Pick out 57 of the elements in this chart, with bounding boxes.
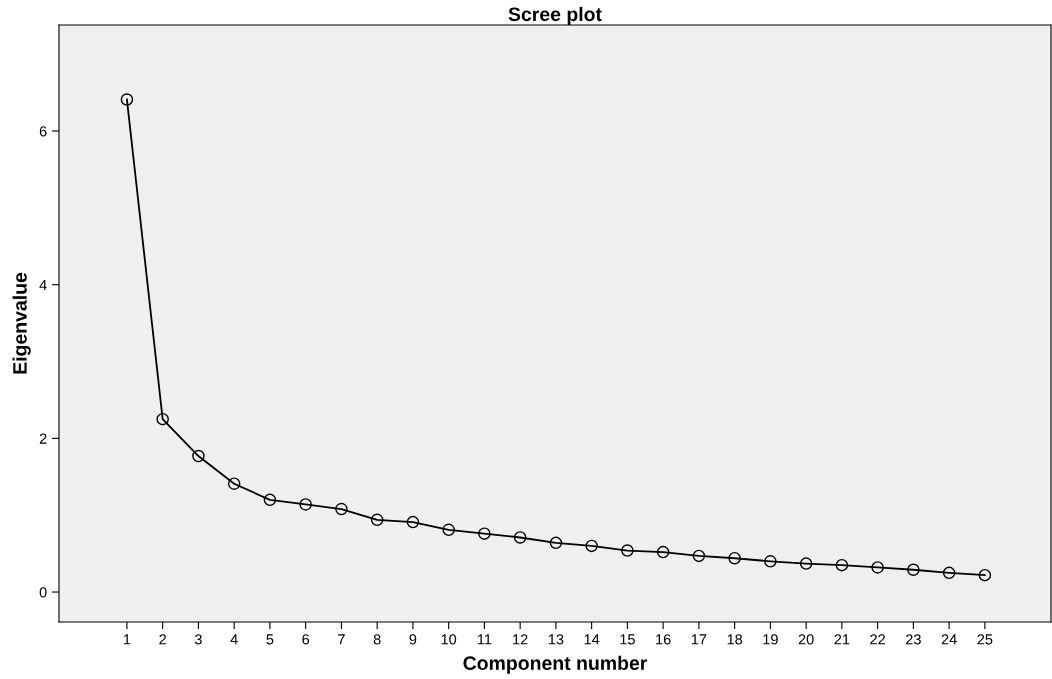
x-tick-label: 16	[656, 634, 671, 645]
point	[764, 555, 777, 568]
x-tick-label: 22	[870, 634, 885, 645]
point	[656, 545, 670, 559]
x-tick-label: 24	[941, 634, 957, 645]
x-tick-label: 25	[977, 634, 993, 645]
point	[192, 449, 205, 463]
x-tick-label: 5	[266, 634, 274, 645]
x-tick-label: 15	[620, 634, 635, 645]
y-axis-title: Eigenvalue	[12, 272, 31, 374]
x-tick-label: 14	[584, 634, 600, 645]
point	[227, 477, 241, 490]
y-tick-label: 4	[39, 279, 47, 290]
point	[406, 515, 420, 529]
x-tick-label: 11	[477, 634, 492, 645]
x-tick-label: 8	[373, 634, 381, 645]
x-tick-label: 23	[906, 634, 921, 645]
point	[263, 493, 277, 507]
point	[799, 557, 813, 570]
x-axis-title: Component number	[463, 655, 648, 674]
point	[692, 549, 706, 563]
x-tick-label: 7	[338, 634, 345, 645]
point	[156, 412, 169, 426]
point	[299, 498, 312, 511]
point	[335, 502, 348, 516]
x-tick-label: 13	[548, 634, 564, 645]
point	[621, 544, 634, 557]
point	[942, 566, 956, 580]
x-tick-label: 12	[513, 634, 528, 645]
x-tick-label: 17	[691, 634, 707, 645]
point	[478, 527, 491, 540]
point	[549, 536, 563, 550]
x-tick-label: 21	[834, 634, 850, 645]
x-tick-label: 20	[798, 634, 814, 645]
point	[120, 93, 134, 106]
point	[513, 531, 527, 544]
point	[835, 558, 849, 572]
chart-title: Scree plot	[508, 6, 602, 25]
point	[442, 523, 455, 537]
x-tick-label: 4	[230, 634, 238, 645]
x-tick-label: 18	[727, 634, 743, 645]
x-tick-label: 2	[159, 634, 166, 645]
y-tick-label: 0	[39, 587, 47, 598]
y-tick-label: 2	[39, 433, 47, 444]
x-tick-label: 9	[409, 634, 417, 645]
x-tick-label: 1	[123, 634, 131, 645]
point	[871, 561, 884, 574]
point	[370, 513, 384, 527]
point	[907, 563, 920, 577]
point	[585, 539, 598, 553]
y-tick-label: 6	[39, 126, 47, 137]
x-tick-label: 19	[763, 634, 778, 645]
point	[978, 568, 992, 582]
point	[728, 551, 741, 565]
x-tick-label: 10	[441, 634, 457, 645]
x-tick-label: 6	[302, 634, 310, 645]
x-tick-label: 3	[194, 634, 202, 645]
